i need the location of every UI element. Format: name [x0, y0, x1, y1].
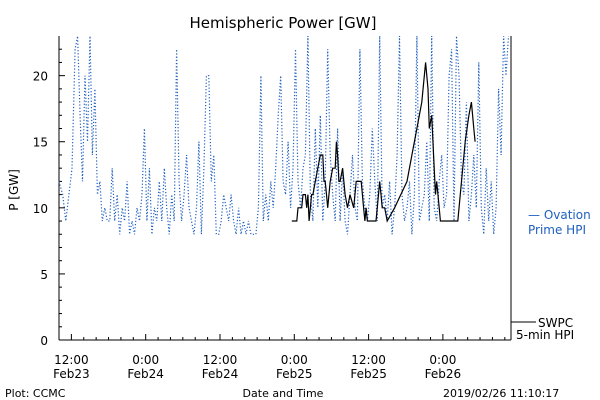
x-tick-date: Feb25: [350, 367, 387, 381]
x-ticks: 12:00Feb230:00Feb2412:00Feb240:00Feb2512…: [53, 334, 506, 381]
x-tick-time: 0:00: [132, 353, 159, 367]
series-ovation-prime-hpi: [58, 35, 510, 235]
y-axis-label: P [GW]: [7, 169, 21, 211]
y-tick-label: 10: [33, 202, 48, 216]
chart-title: Hemispheric Power [GW]: [190, 14, 377, 32]
x-tick-date: Feb23: [53, 367, 90, 381]
x-tick-time: 12:00: [203, 353, 238, 367]
x-tick-date: Feb25: [276, 367, 313, 381]
footer-timestamp: 2019/02/26 11:10:17: [443, 387, 559, 400]
legend-ovation-line2: Prime HPI: [528, 223, 586, 237]
legend-ovation-line1: — Ovation: [528, 208, 591, 222]
legend-swpc-line2: 5-min HPI: [516, 328, 574, 342]
x-tick-date: Feb24: [127, 367, 164, 381]
series-swpc-5min-hpi: [291, 62, 476, 223]
legend-swpc-line1: SWPC: [538, 316, 573, 330]
series-layer: [58, 35, 510, 235]
y-ticks: 0 5 10 15 20: [33, 48, 65, 348]
x-tick-time: 0:00: [429, 353, 456, 367]
x-tick-date: Feb26: [425, 367, 462, 381]
x-tick-time: 12:00: [54, 353, 89, 367]
legend: — Ovation Prime HPI SWPC 5-min HPI: [511, 208, 591, 342]
plot-frame: [58, 36, 512, 341]
y-tick-label: 5: [40, 268, 48, 282]
x-tick-time: 12:00: [351, 353, 386, 367]
x-axis-label: Date and Time: [243, 387, 324, 400]
y-tick-label: 20: [33, 70, 48, 84]
x-tick-time: 0:00: [281, 353, 308, 367]
footer-plot-by: Plot: CCMC: [5, 387, 66, 400]
y-tick-label: 0: [40, 334, 48, 348]
x-tick-date: Feb24: [202, 367, 239, 381]
y-tick-label: 15: [33, 136, 48, 150]
